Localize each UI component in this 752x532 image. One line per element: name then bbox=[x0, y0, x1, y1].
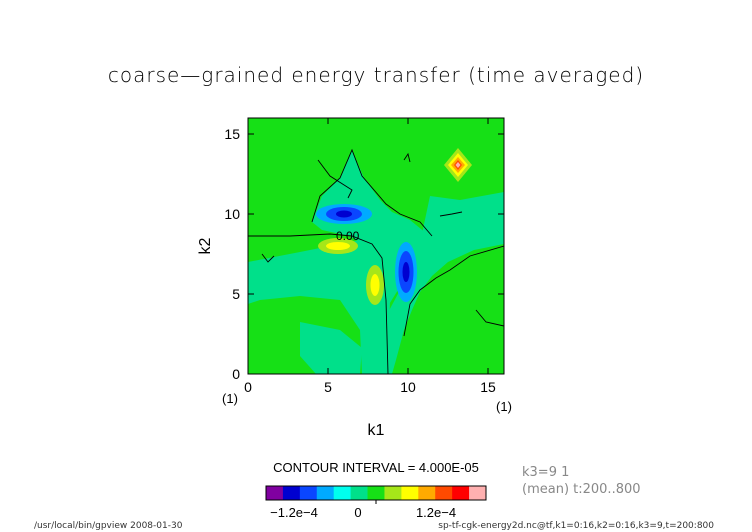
y-tick-label: 0 bbox=[232, 366, 240, 382]
colorbar-swatch bbox=[266, 486, 284, 500]
colorbar-swatch bbox=[469, 486, 487, 500]
y-tick-label: 15 bbox=[224, 126, 240, 142]
contour-interval-text: CONTOUR INTERVAL = 4.000E-05 bbox=[273, 460, 479, 475]
contour-lines bbox=[248, 148, 504, 374]
x-tick-label: 10 bbox=[400, 379, 416, 395]
footer-right: sp-tf-cgk-energy2d.nc@tf,k1=0:16,k2=0:16… bbox=[438, 521, 714, 531]
negative-feature-1-core bbox=[336, 210, 352, 218]
y-axis-label: k2 bbox=[197, 237, 214, 254]
colorbar-swatch bbox=[435, 486, 453, 500]
colorbar-swatch bbox=[316, 486, 335, 500]
x-tick-label: 5 bbox=[324, 379, 332, 395]
x-axis-label: k1 bbox=[368, 422, 385, 439]
x-index-end-label: (1) bbox=[496, 399, 512, 414]
time-mean-info: (mean) t:200..800 bbox=[522, 482, 641, 497]
tick-marks bbox=[247, 118, 504, 375]
negative-feature-2-core bbox=[402, 262, 410, 282]
colorbar-swatch bbox=[333, 486, 352, 500]
y-tick-label: 5 bbox=[232, 286, 240, 302]
contour-value-label: 0.00 bbox=[336, 229, 360, 243]
positive-feature-3-core bbox=[326, 242, 350, 250]
x-tick-label: 0 bbox=[244, 379, 252, 395]
colorbar bbox=[265, 485, 487, 501]
colorbar-swatch bbox=[350, 486, 369, 500]
y-tick-label: 10 bbox=[224, 206, 240, 222]
footer-left: /usr/local/bin/gpview 2008-01-30 bbox=[34, 521, 183, 531]
slice-info: k3=9 1 bbox=[522, 465, 569, 480]
colorbar-tick-label: −1.2e−4 bbox=[270, 505, 318, 520]
x-tick-label: 15 bbox=[480, 379, 496, 395]
chart-title: coarse—grained energy transfer (time ave… bbox=[108, 63, 644, 87]
level-band-cyan-left bbox=[248, 240, 392, 374]
colorbar-tick-label: 0 bbox=[354, 505, 361, 520]
colorbar-swatch bbox=[367, 486, 385, 500]
colorbar-tick-label: 1.2e−4 bbox=[416, 505, 456, 520]
level-band-cyan-bottom bbox=[300, 322, 362, 374]
positive-feature-2-core bbox=[370, 274, 380, 296]
plot-frame bbox=[247, 117, 505, 375]
colorbar-swatch bbox=[452, 486, 470, 500]
plot-area bbox=[248, 118, 504, 374]
colorbar-swatch bbox=[401, 486, 419, 500]
colorbar-swatch bbox=[384, 486, 402, 500]
colorbar-swatch bbox=[299, 486, 318, 500]
x-index-start-label: (1) bbox=[222, 391, 238, 406]
colorbar-swatch bbox=[418, 486, 436, 500]
colorbar-swatch bbox=[282, 486, 301, 500]
positive-feature-1-core bbox=[455, 162, 461, 168]
level-band-cyan-right bbox=[376, 192, 504, 374]
